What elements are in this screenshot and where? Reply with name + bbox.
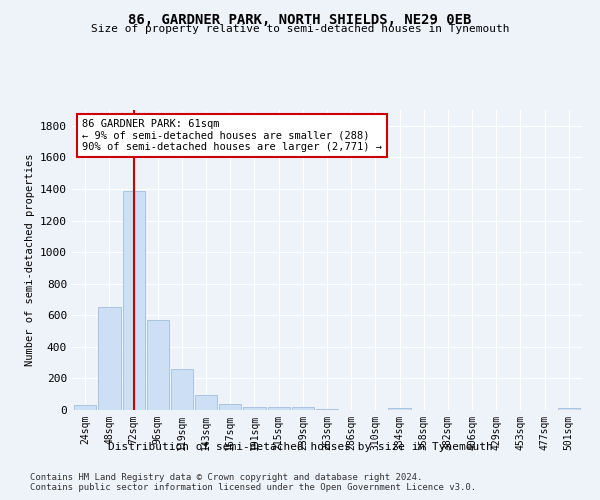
Bar: [74, 406, 97, 410]
Bar: [122, 190, 145, 410]
Bar: [195, 395, 217, 410]
Bar: [98, 308, 121, 410]
Bar: [316, 409, 338, 410]
Text: Contains HM Land Registry data © Crown copyright and database right 2024.: Contains HM Land Registry data © Crown c…: [30, 472, 422, 482]
Text: Contains public sector information licensed under the Open Government Licence v3: Contains public sector information licen…: [30, 482, 476, 492]
Bar: [146, 320, 169, 410]
Text: Distribution of semi-detached houses by size in Tynemouth: Distribution of semi-detached houses by …: [107, 442, 493, 452]
Text: 86, GARDNER PARK, NORTH SHIELDS, NE29 0EB: 86, GARDNER PARK, NORTH SHIELDS, NE29 0E…: [128, 12, 472, 26]
Bar: [292, 407, 314, 410]
Text: Size of property relative to semi-detached houses in Tynemouth: Size of property relative to semi-detach…: [91, 24, 509, 34]
Bar: [219, 404, 241, 410]
Bar: [388, 408, 410, 410]
Bar: [268, 407, 290, 410]
Bar: [557, 408, 580, 410]
Y-axis label: Number of semi-detached properties: Number of semi-detached properties: [25, 154, 35, 366]
Bar: [171, 369, 193, 410]
Text: 86 GARDNER PARK: 61sqm
← 9% of semi-detached houses are smaller (288)
90% of sem: 86 GARDNER PARK: 61sqm ← 9% of semi-deta…: [82, 119, 382, 152]
Bar: [244, 406, 266, 410]
